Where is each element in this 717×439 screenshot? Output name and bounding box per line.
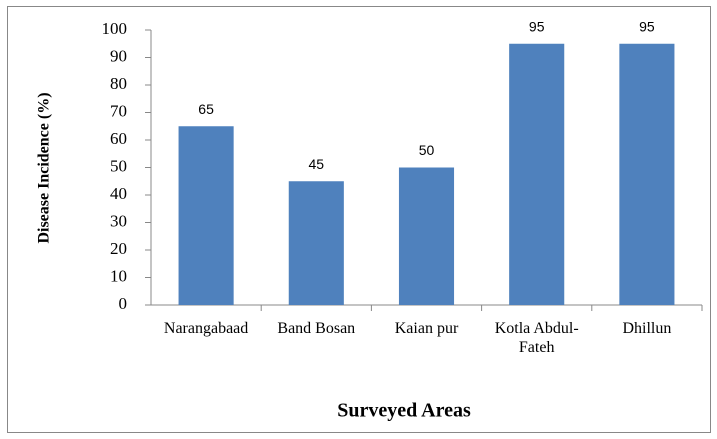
x-tick-label: Dhillun <box>622 320 672 337</box>
bar <box>178 126 234 305</box>
data-label: 50 <box>419 142 435 158</box>
data-label: 95 <box>639 18 655 34</box>
x-tick-label: Band Bosan <box>277 320 356 337</box>
x-axis-label: Surveyed Areas <box>337 400 471 422</box>
y-tick-label: 100 <box>102 19 128 38</box>
bar <box>398 167 455 305</box>
y-axis-label: Disease Incidence (%) <box>36 92 53 243</box>
y-tick-label: 0 <box>119 294 128 313</box>
y-tick-label: 10 <box>110 266 127 285</box>
chart-frame <box>7 6 711 433</box>
y-tick-label: 60 <box>110 129 127 148</box>
data-label: 45 <box>309 156 325 172</box>
bar <box>509 43 565 305</box>
x-tick-label: Narangabaad <box>163 320 249 337</box>
y-tick-label: 90 <box>110 46 127 65</box>
y-tick-label: 30 <box>110 211 127 230</box>
x-tick-label: Kotla Abdul-Fateh <box>494 320 579 356</box>
y-tick-label: 80 <box>110 74 127 93</box>
y-tick-label: 40 <box>110 184 127 203</box>
y-tick-label: 50 <box>110 156 127 175</box>
data-label: 65 <box>198 101 214 117</box>
y-tick-label: 20 <box>110 239 127 258</box>
bar <box>619 43 675 305</box>
x-tick-label: Kaian pur <box>394 320 459 337</box>
bar <box>288 181 344 305</box>
data-label: 95 <box>529 18 545 34</box>
y-tick-label: 70 <box>110 101 127 120</box>
